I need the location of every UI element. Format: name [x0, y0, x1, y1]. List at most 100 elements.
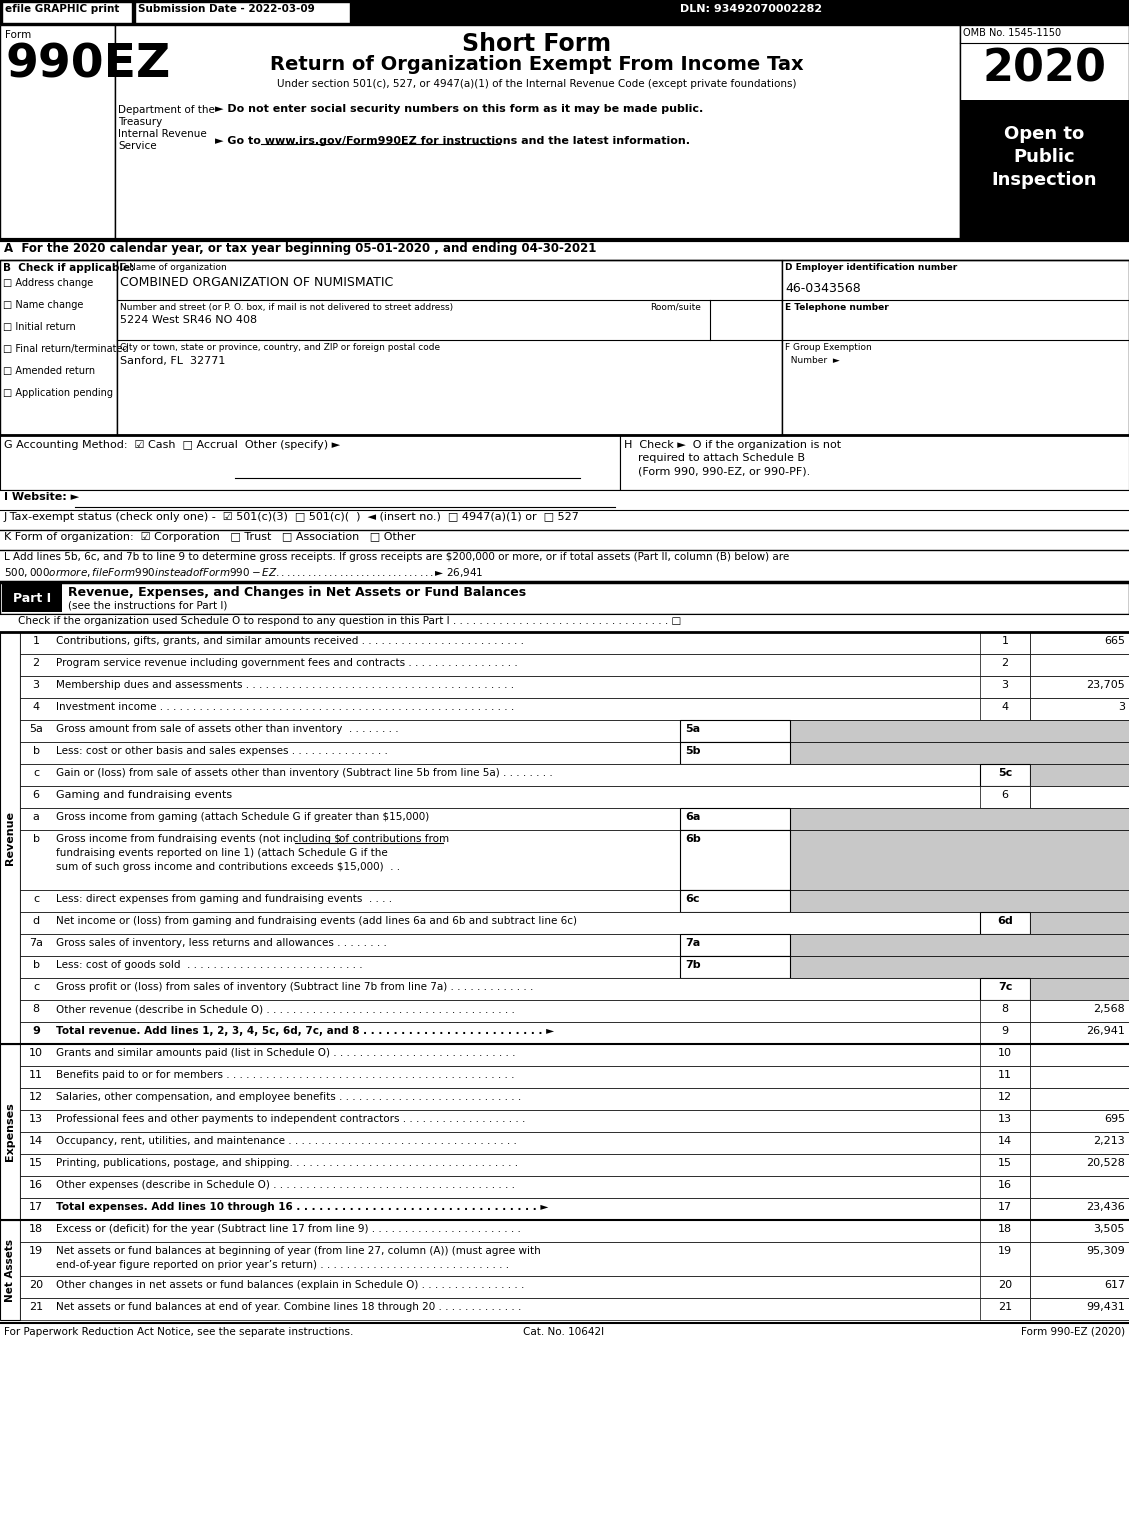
Bar	[980, 1022, 1030, 1045]
Text: 7c: 7c	[998, 982, 1013, 991]
Bar	[20, 808, 1129, 830]
Bar	[980, 676, 1030, 698]
Bar	[0, 615, 1129, 631]
Text: B  Check if applicable:: B Check if applicable:	[3, 262, 134, 273]
Text: 14: 14	[29, 1136, 43, 1145]
Bar	[980, 654, 1030, 676]
Bar	[0, 1045, 20, 1220]
Text: c: c	[33, 982, 40, 991]
Text: Program service revenue including government fees and contracts . . . . . . . . : Program service revenue including govern…	[56, 657, 518, 668]
Text: 19: 19	[998, 1246, 1012, 1257]
Text: City or town, state or province, country, and ZIP or foreign postal code: City or town, state or province, country…	[120, 343, 440, 352]
Text: Expenses: Expenses	[5, 1103, 15, 1162]
Bar	[980, 698, 1030, 720]
Text: Investment income . . . . . . . . . . . . . . . . . . . . . . . . . . . . . . . : Investment income . . . . . . . . . . . …	[56, 702, 514, 712]
Text: 20,528: 20,528	[1086, 1157, 1124, 1168]
Bar	[0, 259, 117, 435]
Text: 10: 10	[998, 1048, 1012, 1058]
Bar	[20, 1241, 1129, 1276]
Text: 17: 17	[998, 1202, 1012, 1212]
Bar	[0, 509, 1129, 531]
Bar	[960, 24, 1129, 239]
Bar	[980, 1045, 1030, 1066]
Text: Gross amount from sale of assets other than inventory  . . . . . . . .: Gross amount from sale of assets other t…	[56, 724, 399, 734]
Text: 2: 2	[33, 657, 40, 668]
Text: Membership dues and assessments . . . . . . . . . . . . . . . . . . . . . . . . : Membership dues and assessments . . . . …	[56, 680, 514, 689]
Text: 23,436: 23,436	[1086, 1202, 1124, 1212]
Bar	[20, 1298, 1129, 1321]
Text: □ Name change: □ Name change	[3, 300, 84, 310]
Text: Short Form: Short Form	[463, 32, 612, 56]
Bar	[1030, 1276, 1129, 1298]
Text: Form: Form	[5, 30, 32, 40]
Text: ► Go to www.irs.gov/Form990EZ for instructions and the latest information.: ► Go to www.irs.gov/Form990EZ for instru…	[215, 136, 690, 146]
Bar	[20, 720, 1129, 743]
Bar	[1030, 1199, 1129, 1220]
Text: 10: 10	[29, 1048, 43, 1058]
Bar	[20, 1087, 1129, 1110]
Text: 18: 18	[998, 1225, 1012, 1234]
Text: Net assets or fund balances at beginning of year (from line 27, column (A)) (mus: Net assets or fund balances at beginning…	[56, 1246, 541, 1257]
Text: E Telephone number: E Telephone number	[785, 303, 889, 313]
Text: 11: 11	[998, 1071, 1012, 1080]
Text: Department of the: Department of the	[119, 105, 215, 114]
Text: 9: 9	[1001, 1026, 1008, 1035]
Bar	[980, 1176, 1030, 1199]
Text: Gaming and fundraising events: Gaming and fundraising events	[56, 790, 233, 801]
Text: 16: 16	[998, 1180, 1012, 1190]
Text: 4: 4	[33, 702, 40, 712]
Text: Part I: Part I	[12, 592, 51, 605]
Bar	[1030, 1132, 1129, 1154]
Bar	[1030, 1066, 1129, 1087]
Text: Excess or (deficit) for the year (Subtract line 17 from line 9) . . . . . . . . : Excess or (deficit) for the year (Subtra…	[56, 1225, 520, 1234]
Bar	[20, 1154, 1129, 1176]
Text: Contributions, gifts, grants, and similar amounts received . . . . . . . . . . .: Contributions, gifts, grants, and simila…	[56, 636, 524, 647]
Text: of contributions from: of contributions from	[299, 834, 448, 843]
Bar	[117, 259, 782, 435]
Text: 2020: 2020	[982, 47, 1106, 90]
Bar	[0, 531, 1129, 551]
Text: Check if the organization used Schedule O to respond to any question in this Par: Check if the organization used Schedule …	[18, 616, 681, 625]
Text: 17: 17	[29, 1202, 43, 1212]
Text: Other expenses (describe in Schedule O) . . . . . . . . . . . . . . . . . . . . : Other expenses (describe in Schedule O) …	[56, 1180, 515, 1190]
Text: 21: 21	[29, 1302, 43, 1312]
Text: 7a: 7a	[685, 938, 700, 949]
Text: 8: 8	[1001, 1003, 1008, 1014]
Text: Public: Public	[1013, 148, 1075, 166]
Text: Less: cost or other basis and sales expenses . . . . . . . . . . . . . . .: Less: cost or other basis and sales expe…	[56, 746, 388, 756]
Text: fundraising events reported on line 1) (attach Schedule G if the: fundraising events reported on line 1) (…	[56, 848, 387, 859]
Text: I Website: ►: I Website: ►	[5, 493, 79, 502]
Text: Treasury: Treasury	[119, 117, 163, 127]
Bar	[20, 933, 1129, 956]
Text: Number and street (or P. O. box, if mail is not delivered to street address): Number and street (or P. O. box, if mail…	[120, 303, 453, 313]
Bar	[20, 1199, 1129, 1220]
Text: Under section 501(c), 527, or 4947(a)(1) of the Internal Revenue Code (except pr: Under section 501(c), 527, or 4947(a)(1)…	[278, 79, 797, 88]
Bar	[1030, 1022, 1129, 1045]
Text: H  Check ►  O if the organization is not: H Check ► O if the organization is not	[624, 441, 841, 450]
Bar	[980, 1132, 1030, 1154]
Text: 1: 1	[33, 636, 40, 647]
Text: D Employer identification number: D Employer identification number	[785, 262, 957, 271]
Bar	[790, 830, 1129, 891]
Text: 99,431: 99,431	[1086, 1302, 1124, 1312]
Text: Internal Revenue: Internal Revenue	[119, 130, 207, 139]
Bar	[980, 764, 1030, 785]
Text: Number  ►: Number ►	[785, 355, 840, 364]
Text: Sanford, FL  32771: Sanford, FL 32771	[120, 355, 226, 366]
Bar	[20, 1276, 1129, 1298]
Bar	[980, 785, 1030, 808]
Text: 6c: 6c	[685, 894, 700, 904]
Bar	[0, 583, 1129, 615]
Text: Return of Organization Exempt From Income Tax: Return of Organization Exempt From Incom…	[270, 55, 804, 75]
Text: 13: 13	[29, 1113, 43, 1124]
Text: 26,941: 26,941	[1086, 1026, 1124, 1035]
Bar	[20, 830, 1129, 891]
Text: Form 990-EZ (2020): Form 990-EZ (2020)	[1021, 1327, 1124, 1337]
Bar	[2, 584, 62, 612]
Bar	[115, 24, 960, 239]
Text: Net Assets: Net Assets	[5, 1238, 15, 1301]
Bar	[980, 1220, 1030, 1241]
Text: COMBINED ORGANIZATION OF NUMISMATIC: COMBINED ORGANIZATION OF NUMISMATIC	[120, 276, 393, 290]
Bar	[680, 808, 790, 830]
Bar	[680, 956, 790, 978]
